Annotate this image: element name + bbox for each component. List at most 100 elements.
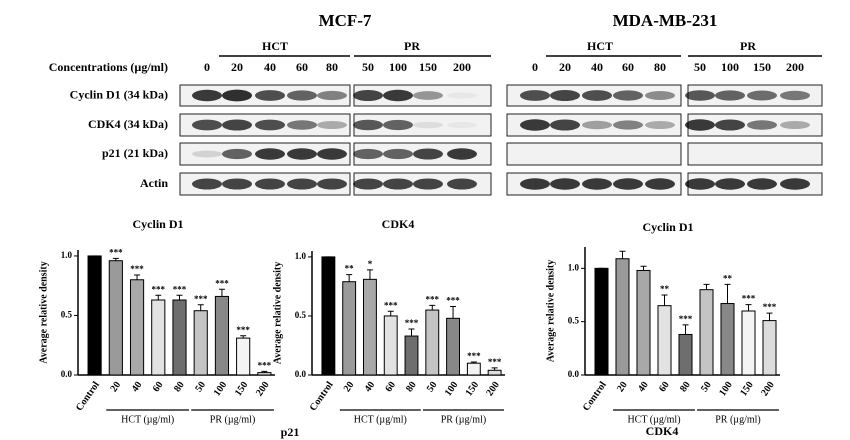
band xyxy=(353,178,383,190)
y-axis-label: Average relative density xyxy=(545,260,556,362)
band xyxy=(222,178,252,190)
bar xyxy=(151,299,166,376)
y-tick-label: 1.0 xyxy=(295,251,307,261)
group-label: HCT (µg/ml) xyxy=(354,414,407,425)
error-bar xyxy=(408,328,415,337)
band xyxy=(353,148,383,160)
error-bar xyxy=(661,294,668,306)
bar xyxy=(636,269,651,376)
band xyxy=(413,148,443,160)
band xyxy=(353,119,383,131)
y-axis-label: Average relative density xyxy=(272,262,283,364)
error-bar xyxy=(176,294,183,300)
bar xyxy=(404,335,419,376)
y-tick-label: 0.5 xyxy=(61,310,73,320)
group-label: PR xyxy=(404,39,420,53)
band xyxy=(255,90,285,101)
band xyxy=(780,90,810,101)
significance: *** xyxy=(130,264,144,274)
band xyxy=(192,150,222,158)
row-label: Actin xyxy=(140,176,168,190)
x-tick-label: 60 xyxy=(151,380,166,395)
panel-title: MCF-7 xyxy=(319,11,372,30)
significance: *** xyxy=(194,294,208,304)
x-tick-label: 50 xyxy=(193,380,208,395)
y-tick-label: 0.0 xyxy=(295,369,307,379)
band xyxy=(582,178,612,190)
band xyxy=(550,89,580,102)
bar xyxy=(129,279,145,376)
significance: *** xyxy=(763,302,777,312)
bar xyxy=(425,309,440,376)
x-tick-label: 150 xyxy=(233,380,251,399)
band xyxy=(222,148,252,160)
chart-title: Cyclin D1 xyxy=(643,220,694,234)
band xyxy=(287,148,317,160)
x-tick-label: 80 xyxy=(678,380,693,395)
band xyxy=(192,178,222,190)
significance: *** xyxy=(215,278,229,288)
blot-box xyxy=(687,142,823,166)
concentration: 20 xyxy=(231,60,243,74)
band xyxy=(317,90,347,101)
bar xyxy=(108,260,123,376)
band xyxy=(520,178,550,190)
concentration: 60 xyxy=(296,60,308,74)
bar xyxy=(172,299,187,376)
x-tick-label: 40 xyxy=(636,380,651,395)
band xyxy=(645,120,675,130)
significance: *** xyxy=(258,360,272,370)
significance: *** xyxy=(109,247,123,257)
band xyxy=(413,91,443,100)
significance: ** xyxy=(723,273,733,283)
error-bar xyxy=(155,294,162,300)
chart-title: Cyclin D1 xyxy=(133,217,184,231)
band xyxy=(780,178,810,190)
bar xyxy=(257,372,272,376)
error-bar xyxy=(703,283,710,290)
error-bar xyxy=(682,324,689,335)
x-tick-label: 80 xyxy=(172,380,187,395)
significance: *** xyxy=(742,294,756,304)
x-tick-label: Control xyxy=(581,380,609,414)
error-bar xyxy=(197,304,204,311)
band xyxy=(715,178,745,190)
band xyxy=(317,120,347,130)
band xyxy=(383,119,413,131)
concentration: 150 xyxy=(419,60,437,74)
band xyxy=(447,178,477,190)
band xyxy=(383,178,413,190)
band xyxy=(383,148,413,160)
x-tick-label: 100 xyxy=(212,380,230,399)
error-bar xyxy=(450,306,457,319)
band xyxy=(613,90,643,101)
band xyxy=(550,178,580,190)
group-label: HCT xyxy=(587,39,613,53)
bar xyxy=(193,310,208,376)
band xyxy=(715,119,745,131)
panel-title: MDA-MB-231 xyxy=(613,11,718,30)
bar xyxy=(699,289,714,376)
blot-box xyxy=(506,142,682,166)
significance: *** xyxy=(405,318,419,328)
y-tick-label: 0.0 xyxy=(568,369,580,379)
band xyxy=(413,121,443,129)
error-bar xyxy=(745,304,752,311)
error-bar xyxy=(429,304,436,311)
error-bar xyxy=(134,274,141,280)
bar xyxy=(615,258,630,376)
bar xyxy=(446,317,460,376)
band xyxy=(287,178,317,190)
error-bar xyxy=(112,257,119,261)
significance: *** xyxy=(426,294,440,304)
bar xyxy=(321,256,336,376)
x-tick-label: 200 xyxy=(254,380,272,399)
band xyxy=(645,178,675,190)
band xyxy=(582,90,612,101)
group-label: PR (µg/ml) xyxy=(715,414,761,425)
concentration: 40 xyxy=(264,60,276,74)
chart-title: CDK4 xyxy=(382,217,415,231)
concentration: 60 xyxy=(622,60,634,74)
bar xyxy=(657,305,672,376)
group-label: PR xyxy=(740,39,756,53)
